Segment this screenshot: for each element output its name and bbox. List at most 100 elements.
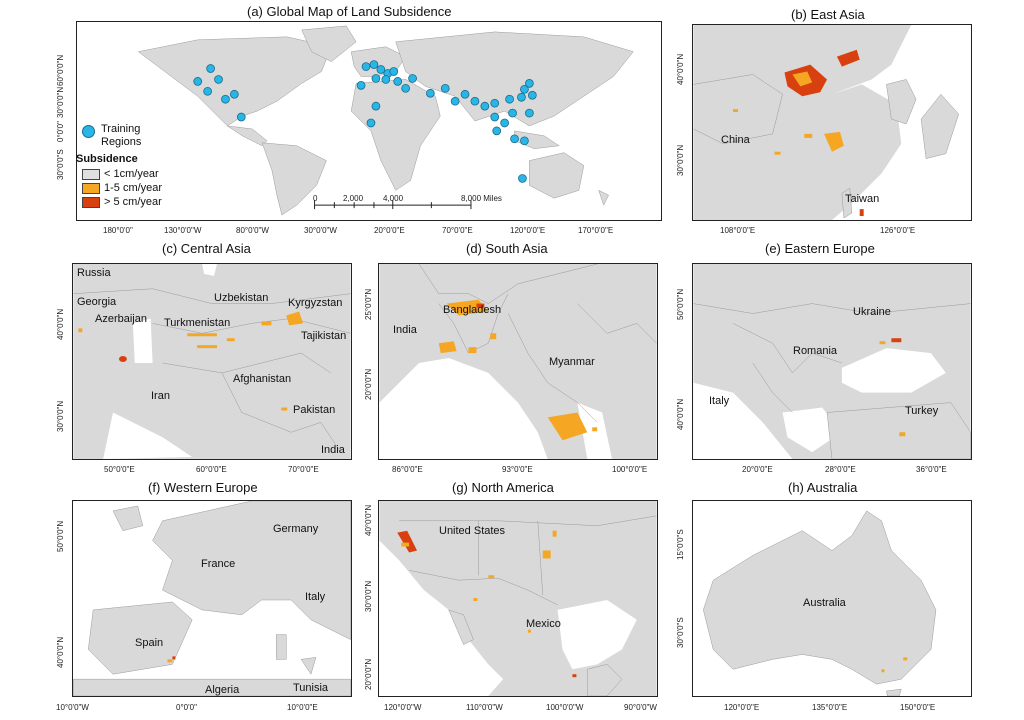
a-xtick-3: 30°0'0"W: [304, 226, 337, 235]
label-germany: Germany: [273, 523, 319, 535]
label-pakistan: Pakistan: [293, 404, 336, 416]
legend-heading: Subsidence: [76, 153, 138, 165]
australia-map: Australia: [692, 500, 972, 697]
h-ytick-1: 30°0'0"S: [676, 617, 685, 648]
east-asia-map: China Taiwan: [692, 24, 972, 221]
h-xtick-2: 150°0'0"E: [900, 703, 936, 712]
label-tunisia: Tunisia: [293, 682, 329, 694]
australia-land: [693, 501, 971, 696]
label-italy-e: Italy: [709, 395, 730, 407]
map-legend: Training Regions Subsidence < 1cm/year 1…: [76, 123, 163, 209]
a-xtick-4: 20°0'0"E: [374, 226, 405, 235]
south-asia-land: [379, 264, 657, 459]
label-myanmar: Myanmar: [549, 356, 595, 368]
a-ytick-0: 60°0'0"N: [56, 54, 65, 86]
south-asia-subsidence: [438, 299, 598, 441]
label-india-c: India: [321, 444, 345, 456]
b-ytick-0: 40°0'0"N: [676, 53, 685, 85]
a-xtick-6: 120°0'0"E: [510, 226, 546, 235]
legend-mid-label: 1-5 cm/year: [104, 182, 163, 194]
legend-training-label: Training Regions: [101, 123, 142, 148]
label-afghanistan: Afghanistan: [233, 373, 292, 385]
d-xtick-1: 93°0'0"E: [502, 465, 533, 474]
label-france: France: [201, 558, 236, 570]
panel-b-title: (b) East Asia: [791, 7, 865, 22]
d-xtick-2: 100°0'0"E: [612, 465, 648, 474]
label-iran: Iran: [151, 390, 170, 402]
legend-swatch-low: [82, 168, 100, 180]
legend-swatch-high: [82, 196, 100, 208]
label-romania: Romania: [793, 345, 838, 357]
label-india-d: India: [393, 324, 417, 336]
label-russia: Russia: [77, 267, 111, 279]
a-xtick-0: 180°0'0": [103, 226, 133, 235]
label-tajikistan: Tajikistan: [301, 330, 347, 342]
panel-d-title: (d) South Asia: [466, 241, 548, 256]
a-ytick-2: 0°0'0": [56, 121, 65, 142]
central-asia-land: [73, 264, 351, 459]
north-america-subsidence: [397, 530, 577, 678]
label-kyrgyzstan: Kyrgyzstan: [288, 297, 343, 309]
g-xtick-3: 90°0'0"W: [624, 703, 657, 712]
legend-high-label: > 5 cm/year: [104, 196, 162, 208]
c-xtick-2: 70°0'0"E: [288, 465, 319, 474]
central-asia-map: Russia Georgia Azerbaijan Uzbekistan Kyr…: [72, 263, 352, 460]
panel-g-title: (g) North America: [452, 480, 554, 495]
f-xtick-1: 0°0'0": [176, 703, 197, 712]
a-xtick-2: 80°0'0"W: [236, 226, 269, 235]
label-taiwan: Taiwan: [845, 193, 880, 205]
scale-label-8000: 8,000 Miles: [461, 194, 502, 203]
b-ytick-1: 30°0'0"N: [676, 144, 685, 176]
e-xtick-2: 36°0'0"E: [916, 465, 947, 474]
c-ytick-0: 40°0'0"N: [56, 308, 65, 340]
panel-e-title: (e) Eastern Europe: [765, 241, 875, 256]
north-america-map: United States Mexico: [378, 500, 658, 697]
a-ytick-3: 30°0'0"S: [56, 149, 65, 180]
e-xtick-1: 28°0'0"E: [825, 465, 856, 474]
d-ytick-0: 25°0'0"N: [364, 288, 373, 320]
label-uzbekistan: Uzbekistan: [214, 292, 269, 304]
f-xtick-2: 10°0'0"E: [287, 703, 318, 712]
label-turkey: Turkey: [905, 405, 939, 417]
label-turkmenistan: Turkmenistan: [164, 317, 231, 329]
global-map: 0 2,000 4,000 8,000 Miles: [76, 21, 662, 221]
label-australia: Australia: [803, 597, 846, 609]
h-xtick-0: 120°0'0"E: [724, 703, 760, 712]
label-united-states: United States: [439, 525, 506, 537]
d-ytick-1: 20°0'0"N: [364, 368, 373, 400]
f-xtick-0: 10°0'0"W: [56, 703, 89, 712]
label-mexico: Mexico: [526, 618, 561, 630]
e-ytick-0: 50°0'0"N: [676, 288, 685, 320]
eastern-europe-subsidence: [879, 338, 906, 437]
scale-label-2000: 2,000: [343, 194, 364, 203]
north-america-land: [379, 501, 657, 696]
a-xtick-7: 170°0'0"E: [578, 226, 614, 235]
g-ytick-0: 40°0'0"N: [364, 504, 373, 536]
g-xtick-2: 100°0'0"W: [546, 703, 584, 712]
e-xtick-0: 20°0'0"E: [742, 465, 773, 474]
g-ytick-2: 20°0'0"N: [364, 658, 373, 690]
label-azerbaijan: Azerbaijan: [95, 313, 147, 325]
f-ytick-0: 50°0'0"N: [56, 520, 65, 552]
label-algeria: Algeria: [205, 684, 240, 696]
scale-label-0: 0: [313, 194, 318, 203]
training-dot-icon: [82, 125, 95, 138]
h-ytick-0: 15°0'0"S: [676, 529, 685, 560]
f-ytick-1: 40°0'0"N: [56, 636, 65, 668]
g-ytick-1: 30°0'0"N: [364, 580, 373, 612]
label-bangladesh: Bangladesh: [443, 304, 502, 316]
label-italy-f: Italy: [305, 591, 326, 603]
g-xtick-0: 120°0'0"W: [384, 703, 422, 712]
label-spain: Spain: [135, 637, 164, 649]
c-xtick-1: 60°0'0"E: [196, 465, 227, 474]
western-europe-land: [73, 501, 351, 696]
western-europe-map: Germany France Italy Spain Algeria Tunis…: [72, 500, 352, 697]
eastern-europe-map: Ukraine Romania Italy Turkey: [692, 263, 972, 460]
b-xtick-1: 126°0'0"E: [880, 226, 916, 235]
label-georgia: Georgia: [77, 296, 117, 308]
h-xtick-1: 135°0'0"E: [812, 703, 848, 712]
east-asia-subsidence: [733, 49, 864, 217]
a-xtick-5: 70°0'0"E: [442, 226, 473, 235]
c-ytick-1: 30°0'0"N: [56, 400, 65, 432]
panel-c-title: (c) Central Asia: [162, 241, 251, 256]
